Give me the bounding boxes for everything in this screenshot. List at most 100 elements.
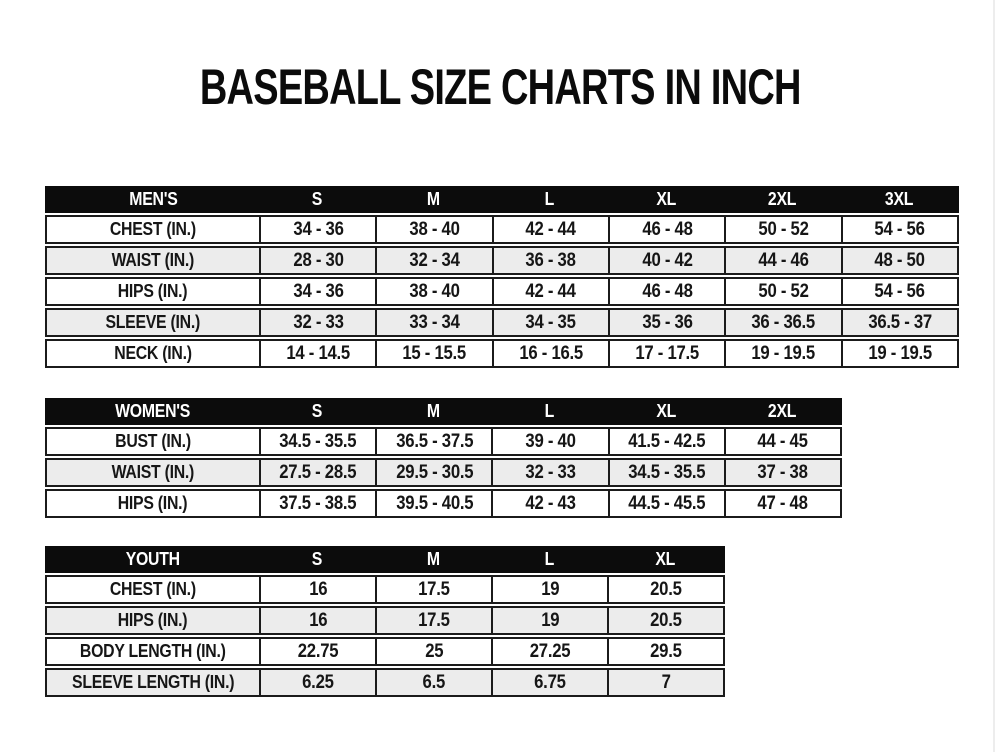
- table-header-row-youth: YOUTH S M L XL: [45, 546, 725, 573]
- table-header-row-mens: MEN'S S M L XL 2XL 3XL: [45, 186, 959, 213]
- table-row-mens-1: CHEST (IN.) 34 - 36 38 - 40 42 - 44 46 - 48 5…: [45, 215, 959, 244]
- size-value-text: 7: [661, 671, 671, 693]
- size-value: 15 - 15.5: [375, 341, 491, 366]
- row-label: HIPS (IN.): [47, 491, 259, 516]
- row-label-text: BODY LENGTH (IN.): [80, 641, 226, 661]
- size-value-text: 29.5: [650, 640, 682, 662]
- size-value-text: 40 - 42: [642, 249, 693, 271]
- size-value: 16: [259, 577, 375, 602]
- size-value-text: 47 - 48: [757, 492, 809, 514]
- column-header-mens-2xl-text: 2XL: [768, 189, 797, 209]
- size-value-text: 19 - 19.5: [867, 342, 932, 364]
- column-header-mens-xl: XL: [608, 188, 724, 211]
- table-row-womens-1: BUST (IN.) 34.5 - 35.5 36.5 - 37.5 39 - 40 4…: [45, 427, 842, 456]
- size-value-text: 35 - 36: [642, 311, 693, 333]
- table-header-row-womens: WOMEN'S S M L XL 2XL: [45, 398, 842, 425]
- size-value: 46 - 48: [607, 217, 724, 242]
- row-label: HIPS (IN.): [47, 279, 259, 304]
- column-header-youth-xl-text: XL: [655, 549, 675, 569]
- size-value: 28 - 30: [259, 248, 375, 273]
- column-header-mens-l-text: L: [545, 189, 555, 209]
- size-value-text: 19: [540, 609, 560, 631]
- size-table-mens: MEN'S S M L XL 2XL 3XL CHEST (IN.) 34 - 36 38 - 4…: [45, 186, 959, 368]
- size-value-text: 6.25: [302, 671, 334, 693]
- size-value-text: 54 - 56: [874, 280, 925, 302]
- size-value-text: 6.5: [422, 671, 446, 693]
- size-value: 47 - 48: [723, 491, 840, 516]
- row-label: CHEST (IN.): [47, 577, 259, 602]
- size-value-text: 39 - 40: [525, 430, 576, 452]
- size-value: 34.5 - 35.5: [607, 460, 724, 485]
- size-value: 54 - 56: [840, 217, 957, 242]
- size-value-text: 34 - 36: [293, 280, 344, 302]
- column-header-mens-3xl: 3XL: [841, 188, 957, 211]
- size-value: 42 - 44: [491, 217, 608, 242]
- row-label: WAIST (IN.): [47, 460, 259, 485]
- column-header-youth-xl: XL: [607, 548, 723, 571]
- size-value-text: 36.5 - 37.5: [395, 430, 473, 452]
- column-header-womens-xl: XL: [608, 400, 724, 423]
- size-value-text: 48 - 50: [874, 249, 925, 271]
- size-value-text: 54 - 56: [874, 218, 925, 240]
- size-value: 33 - 34: [375, 310, 491, 335]
- row-label: SLEEVE LENGTH (IN.): [47, 670, 259, 695]
- size-value-text: 32 - 33: [525, 461, 576, 483]
- size-value-text: 22.75: [297, 640, 339, 662]
- row-label: SLEEVE (IN.): [47, 310, 259, 335]
- size-value-text: 27.5 - 28.5: [279, 461, 357, 483]
- size-value-text: 28 - 30: [293, 249, 344, 271]
- size-value: 39.5 - 40.5: [375, 491, 491, 516]
- column-header-youth-m: M: [375, 548, 491, 571]
- size-value-text: 38 - 40: [409, 280, 460, 302]
- size-value-text: 34 - 35: [525, 311, 576, 333]
- size-value: 50 - 52: [724, 217, 840, 242]
- size-value: 22.75: [259, 639, 375, 664]
- column-header-womens-xl-text: XL: [655, 401, 676, 421]
- size-value: 25: [375, 639, 491, 664]
- size-value: 34 - 36: [259, 217, 375, 242]
- size-value-text: 44 - 46: [758, 249, 809, 271]
- size-value: 19 - 19.5: [840, 341, 957, 366]
- size-value-text: 42 - 44: [525, 280, 576, 302]
- header-group-label-mens: MEN'S: [47, 188, 259, 211]
- size-value: 34 - 36: [259, 279, 375, 304]
- size-value: 37 - 38: [723, 460, 840, 485]
- size-value-text: 17.5: [418, 578, 450, 600]
- column-header-mens-3xl-text: 3XL: [884, 189, 914, 209]
- row-label-text: CHEST (IN.): [110, 219, 196, 239]
- size-value: 39 - 40: [491, 429, 607, 454]
- table-row-youth-3: BODY LENGTH (IN.) 22.75 25 27.25 29.5: [45, 637, 725, 666]
- size-value-text: 20.5: [650, 578, 682, 600]
- size-value: 37.5 - 38.5: [259, 491, 375, 516]
- size-value-text: 34.5 - 35.5: [279, 430, 357, 452]
- size-value-text: 34.5 - 35.5: [628, 461, 706, 483]
- table-row-mens-2: WAIST (IN.) 28 - 30 32 - 34 36 - 38 40 - 42 4…: [45, 246, 959, 275]
- size-value: 20.5: [607, 608, 723, 633]
- column-header-womens-2xl-text: 2XL: [767, 401, 797, 421]
- column-header-youth-s-text: S: [311, 549, 323, 569]
- size-value: 54 - 56: [840, 279, 957, 304]
- column-header-womens-2xl: 2XL: [724, 400, 840, 423]
- row-label: CHEST (IN.): [47, 217, 259, 242]
- size-value: 41.5 - 42.5: [607, 429, 724, 454]
- size-value-text: 15 - 15.5: [402, 342, 467, 364]
- column-header-mens-l: L: [492, 188, 608, 211]
- column-header-youth-l: L: [491, 548, 607, 571]
- size-value-text: 20.5: [650, 609, 682, 631]
- size-value: 32 - 33: [259, 310, 375, 335]
- size-value: 20.5: [607, 577, 723, 602]
- row-label: WAIST (IN.): [47, 248, 259, 273]
- size-value: 42 - 43: [491, 491, 607, 516]
- size-value-text: 17.5: [418, 609, 450, 631]
- size-value: 32 - 34: [375, 248, 491, 273]
- size-value: 44 - 46: [724, 248, 840, 273]
- row-label: BODY LENGTH (IN.): [47, 639, 259, 664]
- size-value: 17 - 17.5: [607, 341, 724, 366]
- size-value-text: 36 - 36.5: [751, 311, 816, 333]
- size-value-text: 17 - 17.5: [635, 342, 699, 364]
- size-value: 36 - 36.5: [724, 310, 840, 335]
- size-value: 29.5: [607, 639, 723, 664]
- table-row-youth-2: HIPS (IN.) 16 17.5 19 20.5: [45, 606, 725, 635]
- size-value-text: 42 - 43: [525, 492, 576, 514]
